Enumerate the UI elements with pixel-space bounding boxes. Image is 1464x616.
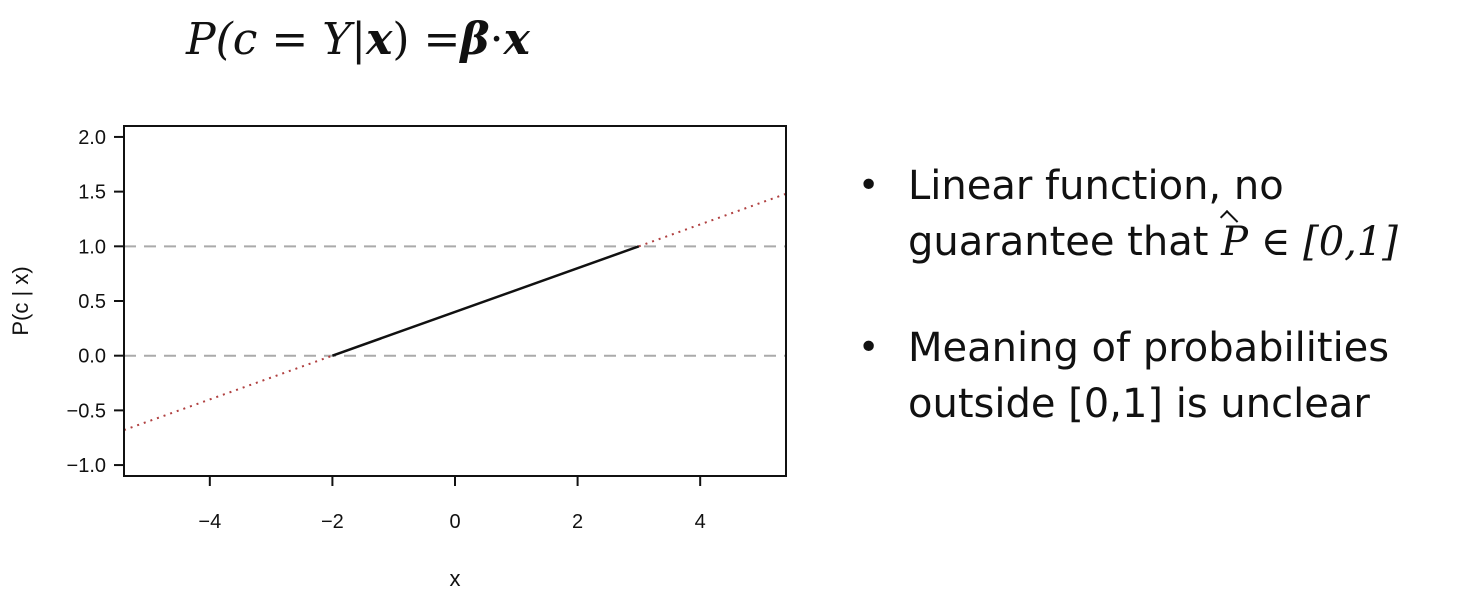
formula: P(c = Y|x) = β · x	[186, 14, 530, 65]
formula-beta: β	[460, 14, 490, 65]
y-tick-label: −1.0	[67, 455, 106, 477]
bullet-item-linear: • Linear function, no guarantee that P ∈…	[858, 158, 1458, 270]
x-tick-label: −2	[321, 511, 344, 533]
bullet-line: outside [0,1] is unclear	[908, 381, 1370, 427]
bullet-dot-icon: •	[858, 327, 880, 368]
extrapolated-line	[123, 354, 333, 432]
bullet-line: guarantee that P ∈ [0,1]	[908, 214, 1458, 270]
formula-lhs: P(c = Y|	[186, 14, 367, 65]
x-tick-label: 4	[695, 511, 706, 533]
y-tick-label: 0.0	[78, 346, 106, 368]
bullet-list: • Linear function, no guarantee that P ∈…	[858, 158, 1458, 482]
y-tick-label: 1.0	[78, 236, 106, 258]
formula-dot: ·	[489, 14, 504, 65]
bullet-text: guarantee that	[908, 219, 1222, 265]
bullet-dot-icon: •	[858, 165, 880, 206]
bullet-line: Meaning of probabilities	[908, 325, 1390, 371]
formula-x-vector-2: x	[503, 14, 530, 65]
fitted-line	[331, 245, 640, 357]
p-hat-symbol: P	[1221, 214, 1248, 270]
interval-symbol: ∈ [0,1]	[1248, 219, 1398, 265]
y-tick-label: 1.5	[78, 182, 106, 204]
y-axis-label: P(c | x)	[8, 266, 33, 335]
extrapolated-line	[638, 192, 787, 248]
bullet-line: Linear function, no	[908, 163, 1284, 209]
formula-x-vector: x	[366, 14, 393, 65]
y-tick-label: −0.5	[67, 400, 106, 422]
linear-probability-chart: −1.0 −0.5 0.0 0.5 1.0 1.5 2.0 −4 −2 0 2 4 x P(c | x…	[8, 125, 787, 591]
x-tick-label: −4	[198, 511, 221, 533]
plot-frame	[123, 125, 787, 477]
x-axis-label: x	[450, 566, 461, 591]
bullet-item-meaning: • Meaning of probabilities outside [0,1]…	[858, 320, 1458, 432]
x-tick-label: 0	[449, 511, 460, 533]
y-tick-label: 0.5	[78, 291, 106, 313]
y-tick-label: 2.0	[78, 127, 106, 149]
formula-equals: ) =	[392, 14, 461, 65]
x-tick-label: 2	[572, 511, 583, 533]
